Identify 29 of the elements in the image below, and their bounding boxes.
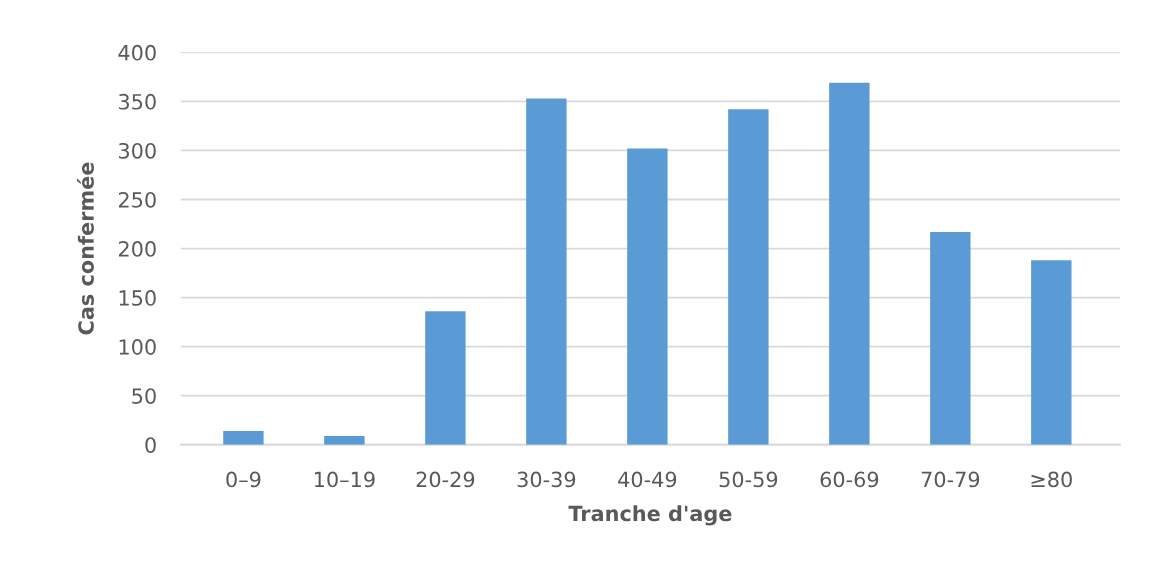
y-tick-label: 0 xyxy=(145,437,156,453)
bar xyxy=(829,82,870,445)
bar xyxy=(526,98,567,445)
x-tick-label: 0–9 xyxy=(226,471,261,488)
bar xyxy=(930,231,971,445)
x-axis-title: Tranche d'age xyxy=(568,505,732,526)
y-tick-label: 50 xyxy=(132,388,156,404)
y-tick-label: 350 xyxy=(119,93,156,110)
x-tick-label: 30-39 xyxy=(517,471,576,488)
y-tick-label: 100 xyxy=(119,339,156,355)
y-tick-label: 150 xyxy=(119,290,156,306)
bar xyxy=(627,148,668,445)
y-tick-label: 200 xyxy=(118,241,156,257)
x-tick-label: 40-49 xyxy=(618,471,677,488)
y-tick-label: 300 xyxy=(119,142,156,159)
y-tick-label: 250 xyxy=(118,191,156,208)
bar xyxy=(728,109,769,445)
bar xyxy=(1031,260,1072,445)
x-tick-label: 70-79 xyxy=(921,471,980,488)
x-tick-label: 10–19 xyxy=(314,471,375,488)
bar xyxy=(324,435,365,445)
bar xyxy=(425,311,466,445)
x-tick-label: 50-59 xyxy=(719,471,778,488)
y-axis-title: Cas confermée xyxy=(76,162,94,335)
bar xyxy=(223,431,264,445)
y-tick-label: 400 xyxy=(118,44,156,61)
x-tick-label: ≥80 xyxy=(1031,471,1072,488)
x-tick-label: 60-69 xyxy=(820,471,879,488)
x-tick-label: 20-29 xyxy=(416,471,475,488)
